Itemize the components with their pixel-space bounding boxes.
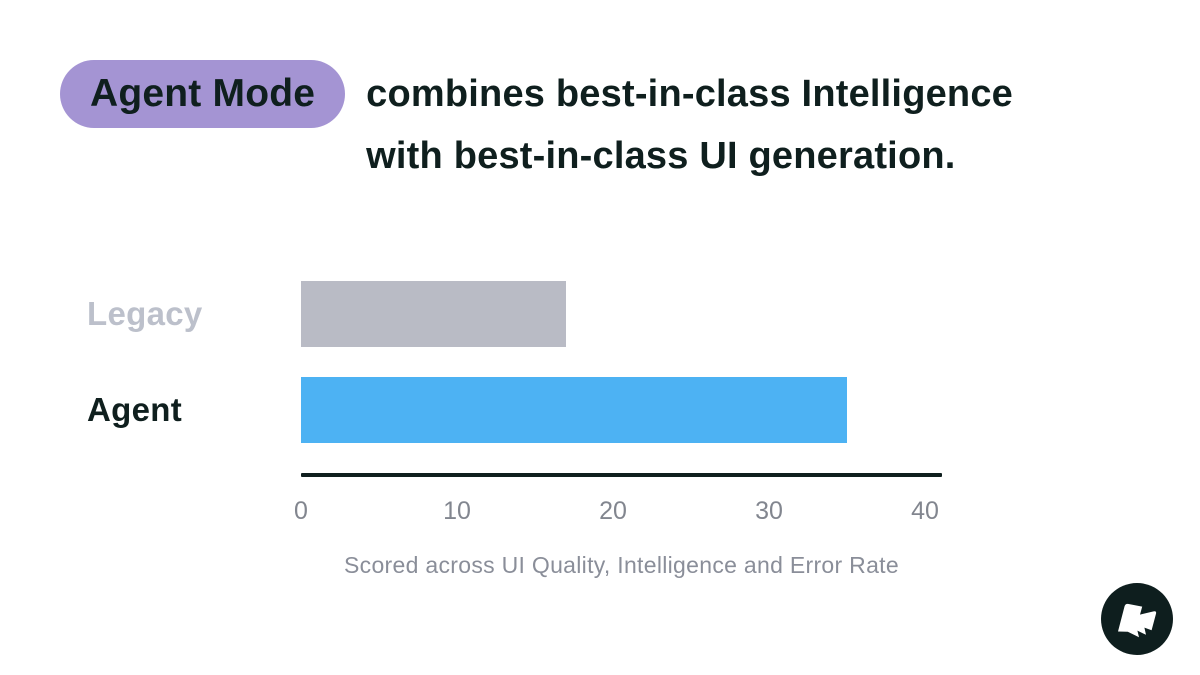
x-tick-20: 20 bbox=[599, 497, 627, 525]
chart-row-legacy: Legacy bbox=[60, 281, 942, 347]
x-axis-line bbox=[301, 473, 942, 477]
flag-bolt-logo-icon bbox=[1101, 583, 1173, 655]
bar-agent bbox=[301, 377, 847, 443]
headline-line-2: with best-in-class UI generation. bbox=[366, 135, 956, 177]
headline-line-1: combines best-in-class Intelligence bbox=[366, 73, 1014, 115]
category-label-legacy: Legacy bbox=[87, 295, 203, 332]
headline: Agent Mode combines best-in-class Intell… bbox=[60, 60, 1013, 187]
agent-mode-badge: Agent Mode bbox=[60, 60, 346, 128]
x-tick-40: 40 bbox=[911, 497, 939, 525]
category-label-agent: Agent bbox=[87, 391, 182, 428]
x-tick-0: 0 bbox=[294, 497, 308, 525]
chart-row-agent: Agent bbox=[60, 377, 942, 443]
chart-caption: Scored across UI Quality, Intelligence a… bbox=[344, 552, 899, 578]
x-tick-30: 30 bbox=[755, 497, 783, 525]
bar-chart: Legacy Agent 0 10 20 30 40 Scored across… bbox=[60, 281, 942, 579]
x-tick-10: 10 bbox=[443, 497, 471, 525]
bar-legacy bbox=[301, 281, 566, 347]
x-axis-ticks: 0 10 20 30 40 bbox=[294, 497, 942, 527]
headline-text: combines best-in-class Intelligence with… bbox=[366, 60, 1013, 187]
